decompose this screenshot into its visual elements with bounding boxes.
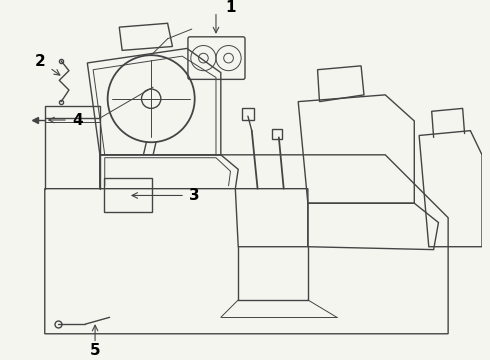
Text: 4: 4 <box>73 113 83 127</box>
Text: 1: 1 <box>225 0 236 15</box>
Text: 2: 2 <box>35 54 45 68</box>
Text: 3: 3 <box>190 188 200 203</box>
Text: 5: 5 <box>90 343 100 358</box>
